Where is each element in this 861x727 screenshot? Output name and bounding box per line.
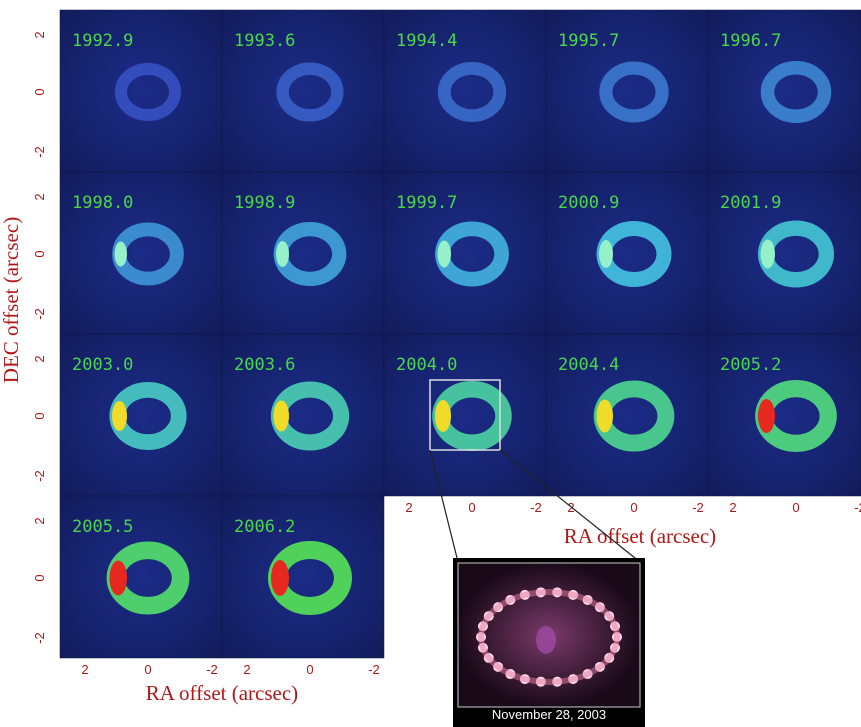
x-tick-label: -2 <box>854 500 861 515</box>
ring <box>599 61 669 123</box>
y-tick-label: 2 <box>32 355 47 362</box>
panel <box>221 9 385 173</box>
panel <box>707 9 861 173</box>
y-tick-label: 0 <box>32 412 47 419</box>
x-tick-label: 0 <box>468 500 475 515</box>
epoch-label: 1999.7 <box>396 193 457 213</box>
hotspot <box>437 240 451 268</box>
x-tick-label: -2 <box>530 500 542 515</box>
y-tick-label: 0 <box>32 250 47 257</box>
epoch-label: 1998.9 <box>234 193 295 213</box>
x-tick-label: 2 <box>729 500 736 515</box>
panel <box>59 9 223 173</box>
panel <box>59 171 223 335</box>
epoch-label: 1992.9 <box>72 31 133 51</box>
hotspot <box>758 399 775 433</box>
epoch-label: 2004.0 <box>396 355 457 375</box>
x-tick-label: -2 <box>368 662 380 677</box>
x-tick-label: 2 <box>81 662 88 677</box>
panel <box>545 333 709 497</box>
y-tick-label: 2 <box>32 193 47 200</box>
ring <box>276 62 344 122</box>
y-tick-label: 2 <box>32 31 47 38</box>
x-axis-title: RA offset (arcsec) <box>146 681 298 705</box>
epoch-label: 2005.2 <box>720 355 781 375</box>
epoch-label: 1995.7 <box>558 31 619 51</box>
y-tick-label: -2 <box>32 632 47 644</box>
y-tick-label: -2 <box>32 146 47 158</box>
x-tick-label: 0 <box>630 500 637 515</box>
epoch-label: 2003.0 <box>72 355 133 375</box>
zoom-line <box>429 449 459 563</box>
hotspot <box>760 239 775 269</box>
y-tick-label: 0 <box>32 88 47 95</box>
panel <box>221 333 385 497</box>
panel <box>383 333 547 497</box>
hotspot <box>114 241 127 267</box>
epoch-label: 1993.6 <box>234 31 295 51</box>
epoch-label: 1994.4 <box>396 31 457 51</box>
epoch-label: 2004.4 <box>558 355 619 375</box>
x-tick-label: 0 <box>144 662 151 677</box>
y-tick-label: -2 <box>32 308 47 320</box>
zoom-line <box>499 449 641 563</box>
x-tick-label: -2 <box>206 662 218 677</box>
hotspot <box>596 399 613 433</box>
hotspot <box>112 401 127 431</box>
y-tick-label: 0 <box>32 574 47 581</box>
x-axis-title: RA offset (arcsec) <box>564 524 716 548</box>
panel-grid: 1992.9 2 0 -2 1993.6 1994.4 1995.7 1996.7 1998.0… <box>32 9 861 677</box>
x-tick-label: -2 <box>692 500 704 515</box>
epoch-label: 1998.0 <box>72 193 133 213</box>
panel <box>221 495 385 659</box>
y-axis-title: DEC offset (arcsec) <box>0 217 23 383</box>
hotspot <box>276 241 289 267</box>
hotspot <box>599 240 613 268</box>
ring <box>115 63 181 121</box>
panel <box>383 171 547 335</box>
panel <box>707 171 861 335</box>
hotspot <box>435 400 451 432</box>
panel <box>383 9 547 173</box>
inset-caption: November 28, 2003 <box>492 707 606 722</box>
panel <box>545 9 709 173</box>
epoch-label: 2001.9 <box>720 193 781 213</box>
ring <box>760 61 832 123</box>
epoch-label: 2003.6 <box>234 355 295 375</box>
x-tick-label: 0 <box>306 662 313 677</box>
epoch-label: 1996.7 <box>720 31 781 51</box>
x-tick-label: 2 <box>243 662 250 677</box>
zoom-box <box>429 379 501 451</box>
panel <box>59 495 223 659</box>
epoch-label: 2005.5 <box>72 517 133 537</box>
ring <box>437 62 507 122</box>
epoch-label: 2006.2 <box>234 517 295 537</box>
epoch-label: 2000.9 <box>558 193 619 213</box>
ring-glow <box>478 589 620 685</box>
hotspot <box>271 560 289 596</box>
y-tick-label: 2 <box>32 517 47 524</box>
x-tick-label: 2 <box>405 500 412 515</box>
x-tick-label: 0 <box>792 500 799 515</box>
panel <box>545 171 709 335</box>
hotspot <box>109 560 127 596</box>
y-tick-label: -2 <box>32 470 47 482</box>
ejecta <box>536 626 556 654</box>
hotspot <box>273 400 289 432</box>
inset-ring <box>476 587 622 687</box>
